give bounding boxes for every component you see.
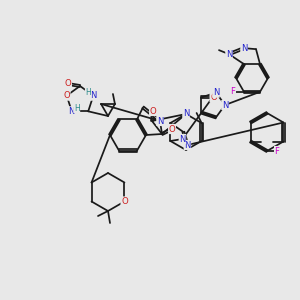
Text: O: O (64, 80, 71, 88)
Text: N: N (241, 44, 247, 52)
Text: O: O (63, 91, 70, 100)
Text: N: N (179, 134, 186, 143)
Text: N: N (226, 50, 232, 58)
Text: N: N (157, 116, 163, 125)
Text: O: O (169, 124, 176, 134)
Text: N: N (184, 140, 190, 149)
Text: H: H (74, 104, 80, 113)
Text: O: O (150, 106, 156, 116)
Text: N: N (213, 88, 219, 97)
Text: H: H (85, 88, 91, 97)
Text: O: O (210, 93, 217, 102)
Text: O: O (121, 197, 128, 206)
Text: N: N (222, 100, 228, 109)
Text: F: F (274, 146, 279, 155)
Text: N: N (69, 107, 75, 116)
Text: F: F (231, 87, 236, 96)
Text: N: N (183, 110, 189, 118)
Text: N: N (90, 91, 97, 100)
